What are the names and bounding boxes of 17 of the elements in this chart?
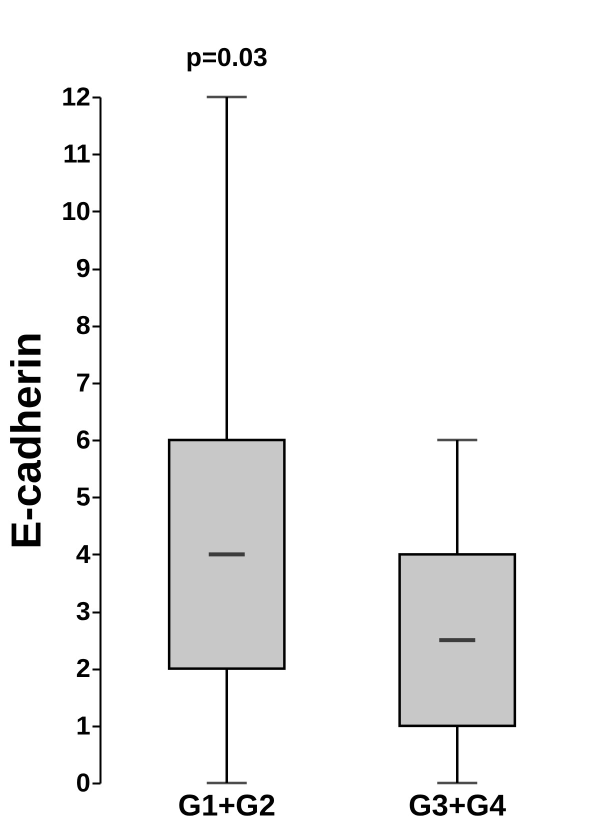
y-tick-label: 1: [76, 710, 90, 740]
x-tick-label: G3+G4: [408, 790, 506, 822]
y-tick-label: 5: [76, 482, 90, 512]
y-tick-label: 2: [76, 653, 90, 684]
y-tick-label: 7: [76, 367, 90, 398]
y-tick-label: 11: [63, 138, 90, 169]
y-tick-label: 4: [76, 538, 92, 569]
y-tick-label: 9: [76, 253, 90, 283]
y-tick-label: 3: [76, 596, 90, 626]
x-tick-label: G1+G2: [178, 790, 276, 822]
y-tick-label: 10: [62, 196, 90, 226]
y-tick-label: 6: [76, 424, 90, 454]
y-tick-label: 0: [76, 768, 90, 798]
y-tick-label: 12: [62, 82, 90, 112]
annotation: p=0.03: [186, 42, 268, 72]
y-axis-title: E-cadherin: [2, 332, 50, 550]
y-tick-label: 8: [76, 310, 90, 340]
